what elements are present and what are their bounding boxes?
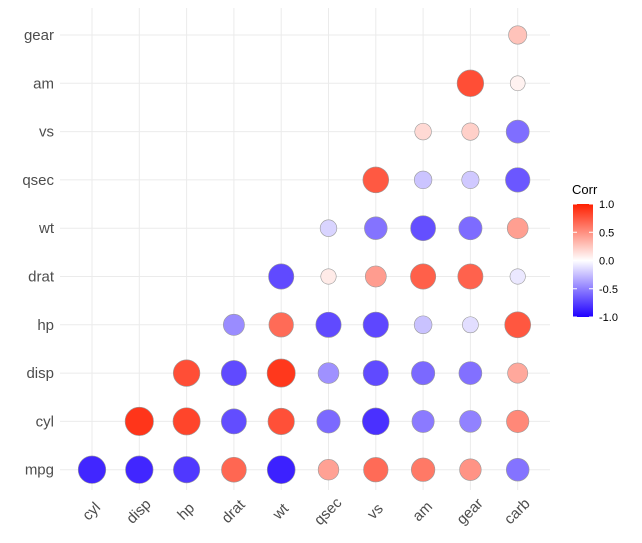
points-layer (77, 25, 532, 484)
corr-point-am-vs (414, 122, 432, 141)
corr-point-vs-drat (364, 265, 387, 288)
corr-point-gear-wt (458, 216, 483, 241)
y-tick-label: drat (28, 269, 55, 286)
x-tick-label: vs (364, 500, 387, 523)
y-axis: mpg cyl disp hp drat wt qsec vs am gear (22, 27, 55, 479)
x-tick-label: wt (269, 500, 293, 524)
legend-tick-label: 1.0 (599, 199, 614, 211)
corr-point-hp-cyl (172, 407, 201, 436)
corr-point-gear-cyl (459, 410, 482, 433)
corr-point-wt-hp (268, 312, 294, 338)
corr-point-carb-drat (509, 268, 526, 285)
corr-point-qsec-drat (320, 268, 337, 285)
x-tick-label: disp (123, 496, 154, 527)
corr-point-qsec-mpg (317, 459, 340, 481)
corr-point-gear-hp (462, 316, 479, 334)
corr-point-am-drat (410, 263, 437, 290)
legend-colorbar (573, 204, 593, 317)
y-tick-label: am (33, 75, 54, 92)
y-tick-label: gear (24, 27, 54, 44)
legend: Corr 1.0 0.5 0.0 -0.5 -1.0 (572, 182, 618, 324)
corr-point-carb-qsec (505, 167, 531, 193)
corr-point-drat-hp (222, 313, 245, 336)
corr-point-gear-vs (461, 122, 480, 141)
corr-point-vs-disp (362, 360, 389, 387)
corr-point-qsec-wt (319, 219, 338, 237)
corr-point-qsec-cyl (316, 409, 341, 434)
y-tick-label: mpg (25, 462, 54, 479)
corr-point-hp-disp (172, 359, 201, 387)
corr-point-wt-mpg (266, 455, 296, 484)
x-tick-label: qsec (311, 494, 346, 529)
x-tick-label: am (409, 498, 436, 525)
corr-point-cyl-mpg (77, 455, 107, 484)
legend-tick-label: 0.0 (599, 256, 614, 268)
corr-point-wt-drat (268, 263, 295, 290)
legend-title: Corr (572, 182, 598, 197)
corr-point-carb-cyl (506, 409, 530, 433)
corr-point-qsec-hp (315, 311, 342, 338)
corr-point-carb-vs (505, 119, 530, 144)
y-tick-label: qsec (22, 172, 54, 189)
corr-point-carb-hp (504, 311, 532, 339)
y-tick-label: wt (38, 220, 55, 237)
corr-point-vs-hp (362, 311, 389, 338)
corr-point-carb-disp (507, 362, 529, 384)
corr-point-am-disp (411, 361, 436, 386)
corr-point-disp-cyl (124, 406, 154, 436)
x-tick-label: cyl (79, 499, 104, 524)
corr-point-gear-disp (458, 361, 483, 385)
y-tick-label: disp (26, 365, 54, 382)
corr-point-drat-cyl (220, 408, 247, 435)
corr-point-disp-mpg (125, 455, 154, 484)
corr-point-am-cyl (411, 409, 435, 433)
corr-point-am-qsec (413, 170, 433, 190)
corr-point-am-hp (413, 315, 433, 335)
legend-tick-label: 0.5 (599, 227, 614, 239)
corr-point-vs-qsec (362, 166, 390, 194)
corr-point-carb-wt (506, 217, 529, 239)
corr-point-am-mpg (411, 457, 436, 482)
legend-ticks: 1.0 0.5 0.0 -0.5 -1.0 (573, 199, 618, 324)
x-tick-label: drat (218, 496, 249, 527)
corr-point-hp-mpg (173, 456, 201, 484)
corr-point-wt-cyl (267, 407, 295, 435)
x-tick-label: carb (501, 495, 534, 528)
corr-point-qsec-disp (317, 362, 340, 384)
x-tick-label: hp (174, 500, 198, 524)
corr-point-gear-drat (457, 263, 484, 290)
x-axis: cyl disp hp drat wt qsec vs am gear carb (79, 494, 534, 529)
corr-point-vs-mpg (363, 457, 389, 483)
y-tick-label: cyl (36, 413, 54, 430)
x-tick-label: gear (453, 495, 486, 528)
corr-point-gear-mpg (459, 458, 482, 481)
corr-point-carb-am (509, 75, 526, 92)
y-tick-label: vs (39, 124, 54, 141)
corr-point-vs-cyl (362, 407, 390, 436)
corr-point-carb-mpg (506, 458, 530, 482)
corr-point-drat-disp (220, 360, 247, 387)
corr-point-wt-disp (266, 358, 296, 388)
legend-tick-label: -1.0 (599, 312, 618, 324)
corr-point-drat-mpg (221, 456, 247, 483)
legend-tick-label: -0.5 (599, 284, 618, 296)
corr-point-gear-qsec (461, 170, 480, 189)
y-tick-label: hp (37, 317, 54, 334)
corr-point-carb-gear (508, 25, 528, 45)
corr-point-vs-wt (364, 216, 388, 240)
corr-point-am-wt (410, 215, 436, 242)
corr-point-gear-am (456, 69, 485, 97)
